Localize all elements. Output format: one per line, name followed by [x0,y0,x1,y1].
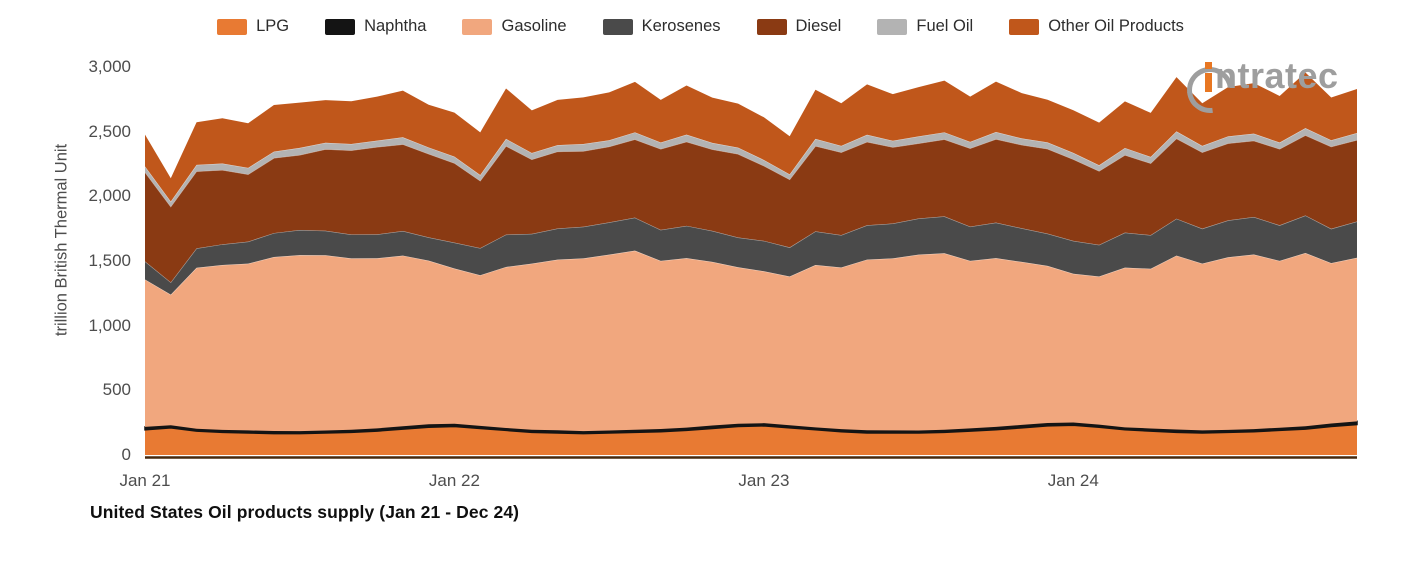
legend-swatch-naphtha [325,18,356,35]
legend-swatch-lpg [217,18,248,35]
legend-label: Diesel [795,17,842,35]
x-tick-label: Jan 21 [119,471,171,490]
legend-label: Other Oil Products [1048,17,1184,35]
area-gasoline [145,250,1357,432]
legend-item-gasoline[interactable]: Gasoline [462,17,567,36]
legend-label: Kerosenes [641,17,721,35]
y-tick-label: 1,000 [88,315,131,335]
legend-item-naphtha[interactable]: Naphtha [325,17,426,36]
y-tick-label: 3,000 [88,57,131,76]
logo-i-dot-icon [1205,62,1212,69]
y-axis-title: trillion British Thermal Unit [52,143,71,337]
legend-swatch-gasoline [462,18,493,35]
legend-swatch-diesel [756,18,787,35]
legend-item-fuel_oil[interactable]: Fuel Oil [877,17,973,36]
logo-i-bar-icon [1205,73,1212,92]
x-tick-label: Jan 24 [1047,471,1099,490]
area-other_oil_products [145,72,1357,202]
legend-label: Fuel Oil [916,17,974,35]
legend-label: Naphtha [364,17,427,35]
area-kerosenes [145,215,1357,295]
area-lpg [145,424,1357,455]
legend-item-kerosenes[interactable]: Kerosenes [602,17,721,36]
legend-swatch-kerosenes [602,18,633,35]
legend-swatch-fuel_oil [877,18,908,35]
y-tick-label: 500 [102,380,131,400]
intratec-logo: ntratec [1177,55,1357,123]
legend-label: LPG [256,17,290,35]
x-tick-label: Jan 23 [738,471,790,490]
x-tick-label: Jan 22 [428,471,480,490]
legend-swatch-other_oil_products [1009,18,1040,35]
legend-item-diesel[interactable]: Diesel [756,17,842,36]
legend-label: Gasoline [501,17,567,35]
legend-item-other_oil_products[interactable]: Other Oil Products [1009,17,1184,36]
legend-item-lpg[interactable]: LPG [217,17,289,36]
y-tick-label: 1,500 [88,251,131,270]
y-tick-label: 0 [121,445,131,464]
y-tick-label: 2,500 [88,121,131,141]
area-diesel [145,135,1357,283]
chart-legend: LPG Naphtha Gasoline Kerosenes Diesel Fuel Oi… [0,17,1401,36]
chart-title: United States Oil products supply (Jan 2… [90,502,520,522]
area-fuel_oil [145,128,1357,207]
logo-text: ntratec [1215,55,1339,96]
y-tick-label: 2,000 [88,186,131,206]
